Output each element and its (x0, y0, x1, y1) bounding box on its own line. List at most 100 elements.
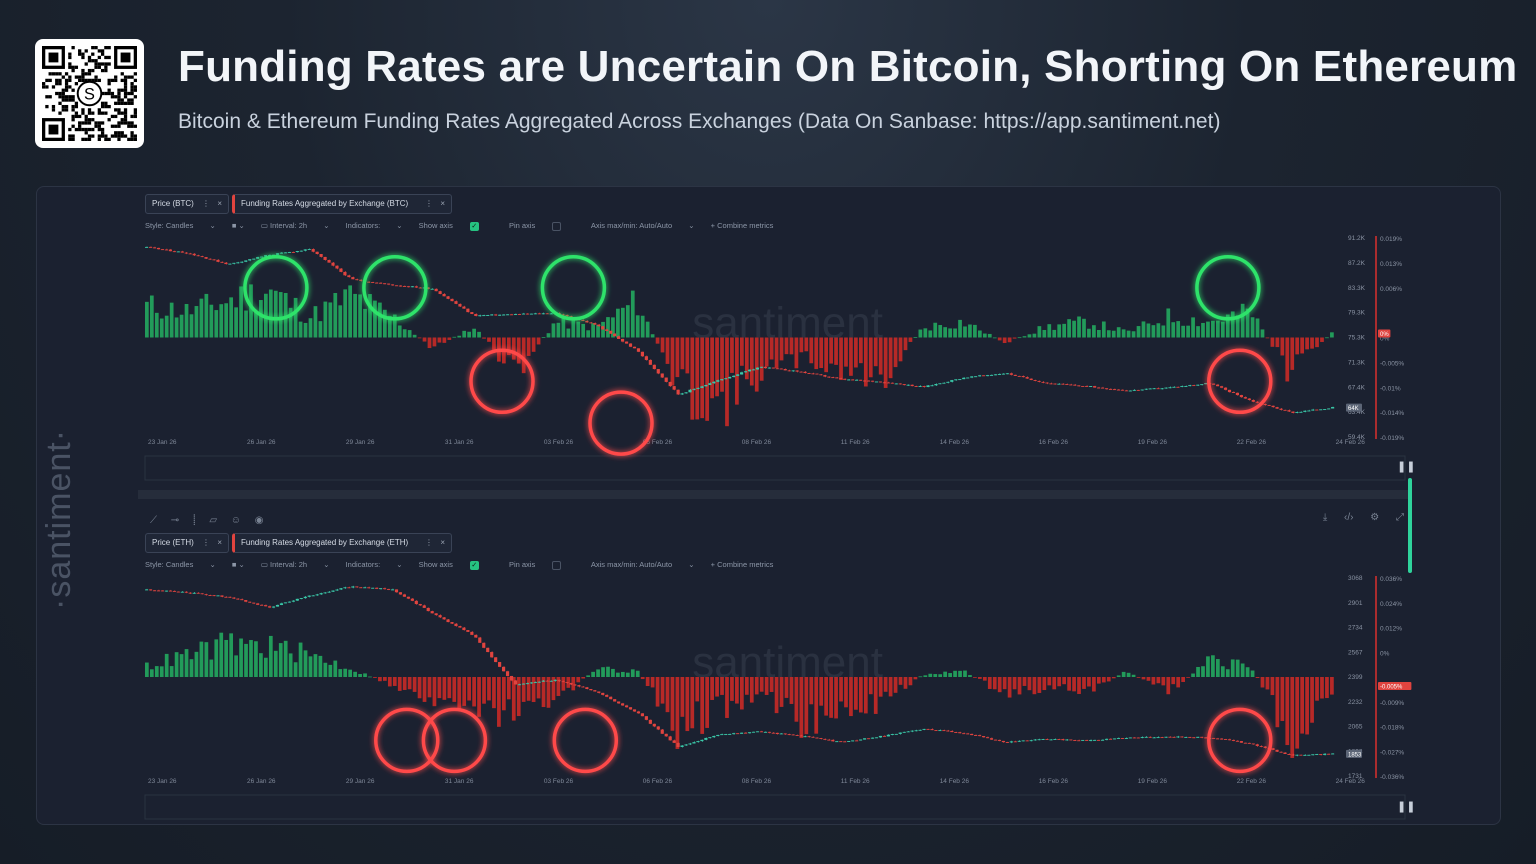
more-icon[interactable]: ⋮ (425, 199, 433, 208)
funding-bar-positive (392, 314, 397, 338)
candle-up (918, 729, 922, 731)
style-select[interactable]: Style: Candles ⌄ (145, 221, 216, 230)
interval-select[interactable]: ▭ Interval: 2h ⌄ (260, 221, 330, 230)
funding-bar-negative (397, 677, 402, 691)
show-axis-toggle[interactable]: Show axis ✓ (418, 560, 479, 570)
emoji-tool-icon[interactable]: ☺ (230, 515, 242, 526)
vline-tool-icon[interactable]: ⸽ (192, 515, 196, 526)
candle-down (993, 739, 998, 741)
candle-down (664, 733, 668, 737)
qr-code[interactable]: S (35, 39, 144, 148)
settings-gear-icon[interactable]: ⚙ (1370, 512, 1380, 523)
close-icon[interactable]: × (217, 538, 222, 547)
tab-price-btc[interactable]: Price (BTC) ⋮ × (145, 194, 229, 214)
candle-down (577, 685, 581, 687)
funding-bar-negative (774, 337, 779, 368)
candle-down (1013, 374, 1017, 376)
candle-down (454, 301, 458, 304)
candle-up (1156, 737, 1160, 739)
style-select[interactable]: Style: Candles ⌄ (145, 560, 216, 569)
candle-up (1037, 739, 1041, 741)
tab-price-eth[interactable]: Price (ETH) ⋮ × (145, 533, 229, 553)
note-tool-icon[interactable]: ▱ (209, 515, 218, 526)
candle-down (910, 384, 914, 387)
candle-up (728, 733, 732, 735)
candle-up (1144, 388, 1148, 390)
candle-down (347, 587, 351, 589)
candle-down (256, 603, 260, 605)
funding-bar-negative (442, 337, 447, 343)
candle-down (1235, 740, 1239, 742)
funding-bar-positive (318, 655, 323, 677)
candle-down (771, 732, 775, 734)
tab-funding-btc[interactable]: Funding Rates Aggregated by Exchange (BT… (232, 194, 452, 214)
candle-down (402, 594, 406, 597)
download-icon[interactable]: ⤓ (1322, 512, 1328, 523)
pause-icon[interactable]: ❚❚ (1397, 801, 1416, 813)
candle-up (918, 386, 922, 387)
candle-down (613, 333, 617, 337)
funding-bar-negative (878, 337, 883, 375)
candle-up (1160, 388, 1164, 390)
candle-down (621, 703, 625, 706)
funding-bar-negative (725, 677, 729, 718)
indicators-select[interactable]: Indicators: ⌄ (345, 221, 403, 230)
candle-down (1085, 739, 1089, 741)
candle-down (212, 595, 216, 597)
candle-down (323, 256, 327, 260)
candle-down (442, 293, 446, 297)
funding-bar-positive (1191, 673, 1195, 677)
pin-axis-toggle[interactable]: Pin axis (509, 560, 575, 570)
funding-bar-negative (1295, 677, 1300, 749)
pause-icon[interactable]: ❚❚ (1397, 461, 1416, 473)
funding-bar-negative (417, 677, 422, 699)
funding-bar-positive (348, 285, 353, 338)
candle-down (1291, 754, 1295, 756)
combine-metrics-button[interactable]: + Combine metrics (710, 221, 774, 230)
funding-bar-negative (645, 677, 650, 687)
drawing-tools: ⟋ ⊸ ⸽ ▱ ☺ ◉ (150, 512, 275, 526)
candle-up (1116, 738, 1120, 739)
hline-tool-icon[interactable]: ⊸ (170, 515, 180, 526)
color-select[interactable]: ■ ⌄ (231, 560, 245, 569)
candle-up (1140, 737, 1144, 739)
candle-down (644, 716, 648, 720)
chart-divider[interactable] (138, 490, 1408, 499)
pin-axis-toggle[interactable]: Pin axis (509, 221, 575, 231)
scroll-indicator[interactable] (1408, 478, 1412, 573)
price-tick-label: 67.4K (1348, 384, 1366, 391)
eye-icon[interactable]: ◉ (254, 515, 264, 526)
funding-bar-positive (169, 302, 174, 338)
close-icon[interactable]: × (217, 199, 222, 208)
indicators-select[interactable]: Indicators: ⌄ (345, 560, 403, 569)
candle-up (803, 736, 807, 738)
fullscreen-icon[interactable]: ⤢ (1396, 512, 1404, 523)
embed-icon[interactable]: ‹/› (1344, 512, 1354, 523)
tab-funding-eth[interactable]: Funding Rates Aggregated by Exchange (ET… (232, 533, 452, 553)
more-icon[interactable]: ⋮ (202, 199, 210, 208)
x-tick-label: 14 Feb 26 (940, 778, 970, 785)
range-scroller (144, 455, 1406, 481)
funding-bar-positive (273, 650, 278, 677)
candle-down (581, 320, 585, 321)
candle-down (450, 622, 454, 624)
funding-bar-negative (1265, 337, 1270, 339)
more-icon[interactable]: ⋮ (425, 538, 433, 547)
candle-down (152, 247, 157, 249)
line-tool-icon[interactable]: ⟋ (150, 515, 157, 526)
more-icon[interactable]: ⋮ (202, 538, 210, 547)
interval-select[interactable]: ▭ Interval: 2h ⌄ (260, 560, 330, 569)
color-select[interactable]: ■ ⌄ (231, 221, 245, 230)
funding-bar-positive (149, 669, 154, 677)
candle-down (617, 336, 621, 339)
funding-bar-negative (576, 677, 581, 683)
close-icon[interactable]: × (440, 199, 445, 208)
close-icon[interactable]: × (440, 538, 445, 547)
candle-up (906, 384, 910, 386)
axis-minmax-select[interactable]: Axis max/min: Auto/Auto ⌄ (590, 221, 695, 230)
funding-bar-negative (1007, 337, 1012, 343)
axis-minmax-select[interactable]: Axis max/min: Auto/Auto ⌄ (590, 560, 695, 569)
show-axis-toggle[interactable]: Show axis ✓ (418, 221, 479, 231)
funding-bar-negative (581, 677, 586, 679)
combine-metrics-button[interactable]: + Combine metrics (710, 560, 774, 569)
